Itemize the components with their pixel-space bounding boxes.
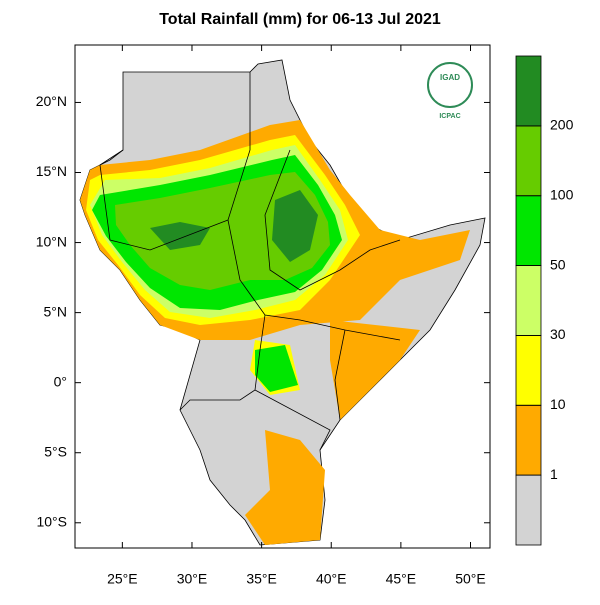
color-bin (515, 474, 542, 546)
x-tick-label: 40°E (316, 571, 347, 587)
border (254, 389, 331, 451)
border (179, 314, 266, 411)
border (264, 149, 401, 291)
border (334, 329, 346, 421)
logo-subtitle: ICPAC (439, 113, 460, 120)
rain-200plus (150, 222, 210, 250)
colorbar-label: 30 (550, 326, 566, 342)
color-bin (515, 404, 542, 476)
x-tick-label: 30°E (177, 571, 208, 587)
x-tick-label: 50°E (455, 571, 486, 587)
rain-50-100 (255, 345, 298, 392)
map-frame (74, 44, 491, 549)
rain-1-10 (330, 320, 420, 420)
y-tick-label: 10°N (36, 233, 67, 249)
y-tick-label: 20°N (36, 93, 67, 109)
logo (427, 62, 473, 108)
color-bin (515, 195, 542, 266)
color-bin (515, 265, 542, 336)
y-tick-label: 0° (54, 373, 67, 389)
rain-200plus (272, 190, 318, 262)
y-tick-label: 10°S (36, 513, 67, 529)
border (99, 149, 229, 251)
logo-name: IGAD (440, 73, 460, 82)
x-tick-label: 35°E (246, 571, 277, 587)
y-tick-label: 5°S (44, 443, 67, 459)
color-bin (515, 55, 542, 127)
x-tick-label: 25°E (107, 571, 138, 587)
y-tick-label: 5°N (44, 303, 68, 319)
rain-1-10 (245, 430, 325, 545)
colorbar-label: 1 (550, 466, 558, 482)
border (227, 72, 401, 341)
x-tick-label: 45°E (386, 571, 417, 587)
map-area: IGAD ICPAC (79, 59, 486, 546)
color-bin (515, 335, 542, 406)
y-tick-label: 15°N (36, 163, 67, 179)
title: Total Rainfall (mm) for 06-13 Jul 2021 (159, 11, 441, 28)
colorbar-label: 100 (550, 186, 574, 202)
colorbar-label: 10 (550, 396, 566, 412)
colorbar-label: 200 (550, 117, 574, 133)
colorbar-label: 50 (550, 256, 566, 272)
color-bin (515, 125, 542, 197)
